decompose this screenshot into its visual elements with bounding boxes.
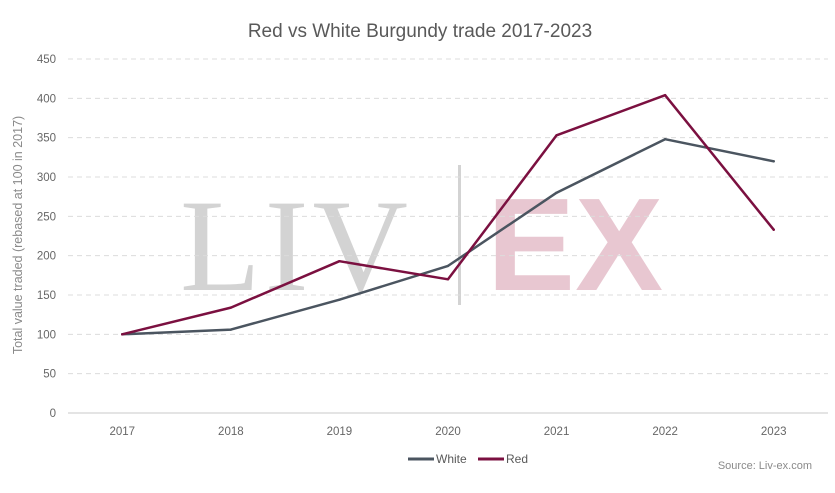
y-tick-labels: 0 50 100 150 200 250 300 350 400 450 xyxy=(37,54,56,420)
x-tick-label: 2021 xyxy=(544,426,570,438)
legend: White Red xyxy=(408,452,528,466)
series-lines xyxy=(121,93,775,336)
x-tick-label: 2018 xyxy=(218,426,244,438)
data-point-white xyxy=(338,298,341,301)
y-tick-label: 350 xyxy=(37,133,56,145)
legend-label-red: Red xyxy=(506,452,528,466)
watermark-liv: LIV xyxy=(180,172,412,319)
y-tick-label: 200 xyxy=(37,251,56,263)
chart-title: Red vs White Burgundy trade 2017-2023 xyxy=(248,21,592,42)
x-tick-label: 2023 xyxy=(761,426,787,438)
y-tick-label: 150 xyxy=(37,290,56,302)
x-tick-label: 2020 xyxy=(435,426,461,438)
y-tick-label: 400 xyxy=(37,93,56,105)
y-tick-label: 50 xyxy=(43,369,56,381)
source-note: Source: Liv-ex.com xyxy=(718,460,812,472)
y-tick-label: 0 xyxy=(50,408,56,420)
data-point-red xyxy=(121,333,124,336)
x-tick-label: 2017 xyxy=(109,426,135,438)
data-point-white xyxy=(663,138,667,141)
x-tick-label: 2019 xyxy=(327,426,353,438)
data-point-red xyxy=(555,134,558,137)
y-tick-label: 250 xyxy=(37,211,56,223)
data-point-red xyxy=(663,93,667,97)
legend-label-white: White xyxy=(436,452,467,466)
y-tick-label: 100 xyxy=(37,329,56,341)
x-tick-labels: 2017 2018 2019 2020 2021 2022 2023 xyxy=(109,426,786,438)
data-point-white xyxy=(446,264,450,268)
data-point-red xyxy=(338,259,341,263)
data-point-red xyxy=(772,228,775,231)
data-point-white xyxy=(555,191,558,194)
watermark-divider xyxy=(458,165,461,305)
y-tick-label: 300 xyxy=(37,172,56,184)
data-point-red xyxy=(446,278,450,281)
x-tick-label: 2022 xyxy=(652,426,678,438)
y-tick-label: 450 xyxy=(37,54,56,66)
y-axis-label: Total value traded (rebased at 100 in 20… xyxy=(11,116,25,354)
gridlines xyxy=(68,58,828,414)
watermark-ex: EX xyxy=(487,171,663,318)
data-point-red xyxy=(229,306,233,309)
data-point-white xyxy=(772,160,775,163)
data-point-white xyxy=(229,328,233,331)
watermark: LIV EX xyxy=(180,165,663,319)
